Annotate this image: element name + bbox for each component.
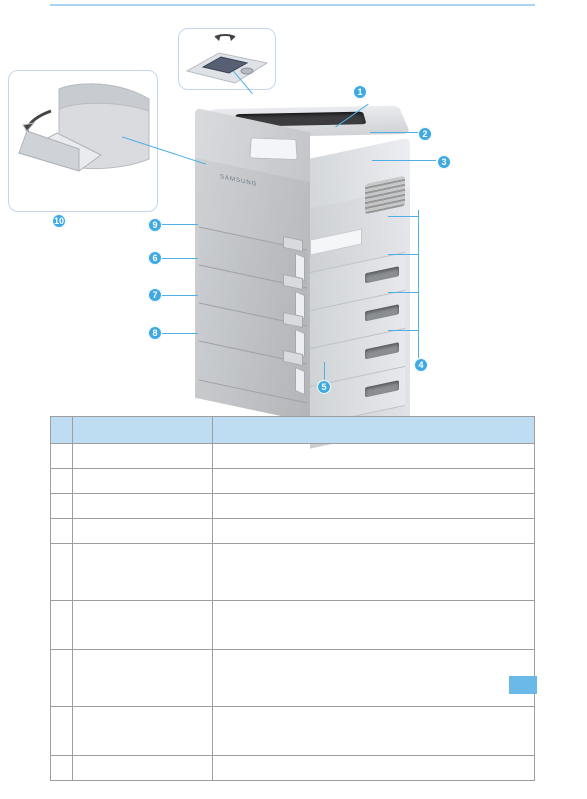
callout-number-8: 8 <box>148 326 162 340</box>
callout-number-9: 9 <box>148 218 162 232</box>
printer-diagram: SAMSUNG <box>0 20 587 400</box>
table-row <box>51 707 535 756</box>
callout-number-3: 3 <box>437 155 451 169</box>
callout-number-1: 1 <box>353 85 367 99</box>
callout-number-6: 6 <box>148 251 162 265</box>
table-row <box>51 519 535 544</box>
table-header-name <box>73 417 213 444</box>
table-row <box>51 469 535 494</box>
table-row <box>51 444 535 469</box>
table-row <box>51 756 535 781</box>
table-row <box>51 494 535 519</box>
inset-control-panel <box>178 28 276 90</box>
table-header-desc <box>213 417 535 444</box>
page-number-tab <box>509 676 537 694</box>
parts-table <box>50 416 535 781</box>
table-header-row <box>51 417 535 444</box>
table-body <box>51 444 535 781</box>
table-header-num <box>51 417 73 444</box>
callout-number-2: 2 <box>418 127 432 141</box>
printer-illustration: SAMSUNG <box>195 90 415 390</box>
callout-number-4: 4 <box>414 358 428 372</box>
table-row <box>51 601 535 650</box>
callout-number-10: 10 <box>52 214 66 228</box>
top-rule <box>50 4 535 6</box>
page: SAMSUNG <box>0 0 587 799</box>
callout-number-5: 5 <box>317 380 331 394</box>
callout-number-7: 7 <box>148 288 162 302</box>
table-row <box>51 544 535 601</box>
table-row <box>51 650 535 707</box>
